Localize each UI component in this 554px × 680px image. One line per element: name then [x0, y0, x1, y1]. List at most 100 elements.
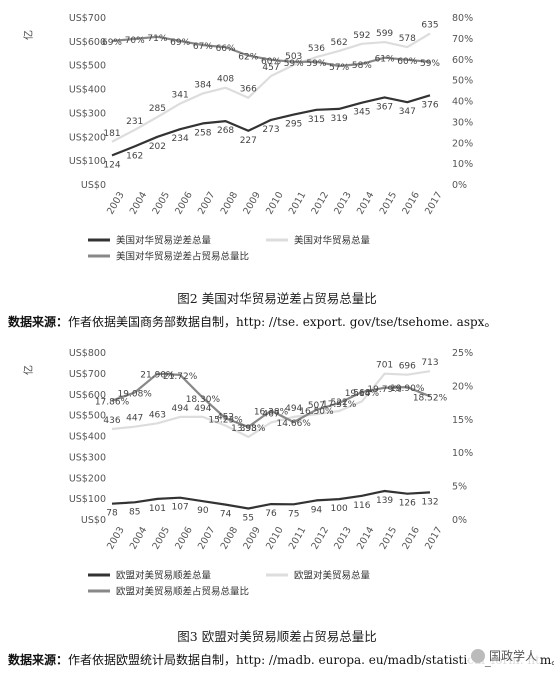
c1-ytick-left: US$400 [69, 85, 106, 96]
c2-ytick-left: US$0 [81, 515, 106, 526]
c2-ytick-left: US$300 [69, 452, 106, 463]
c1-ytick-left: US$200 [69, 132, 106, 143]
c2-data-label: 21.90% [140, 371, 175, 381]
c2-ytick-right: 5% [452, 482, 467, 493]
c1-xtick: 2009 [241, 190, 263, 216]
c2-series-line [111, 489, 431, 510]
c1-data-label: 57% [329, 63, 349, 73]
chart-eu-us: 亿 US$0 US$100 US$200 US$300 US$400 US$500 US$60… [0, 335, 554, 620]
c2-ytick-left: US$700 [69, 369, 106, 380]
c2-data-label: 494 [285, 404, 302, 414]
watermark: 国政学人 [467, 646, 540, 665]
c1-data-label: 592 [353, 31, 370, 41]
figure2-source: 数据来源：作者依据美国商务部数据自制，http: //tse. export. … [8, 313, 496, 330]
c1-ytick-right: 0% [452, 180, 467, 191]
c1-data-label: 59% [420, 59, 440, 69]
wechat-logo-icon [470, 648, 485, 663]
c1-series-line [111, 94, 431, 157]
c2-data-label: 398 [240, 424, 257, 434]
c1-ytick-left: US$0 [81, 180, 106, 191]
c1-xtick: 2014 [355, 190, 377, 216]
c2-xtick: 2017 [423, 525, 445, 551]
figure3-source-text: 作者依据欧盟统计局数据自制，http: //madb. europa. eu/m… [68, 653, 554, 667]
c1-data-label: 536 [308, 44, 325, 54]
c2-data-label: 55 [243, 514, 254, 524]
c1-data-label: 562 [331, 38, 348, 48]
chart-us-china-svg: 亿 US$0 US$100 US$200 US$300 US$400 US$500 US$60… [22, 13, 473, 263]
c1-data-label: 366 [240, 85, 257, 95]
c2-ytick-left: US$600 [69, 390, 106, 401]
c1-data-label: 268 [217, 126, 234, 136]
c2-xtick: 2011 [287, 525, 309, 551]
c1-data-label: 61% [375, 55, 395, 65]
c2-data-label: 447 [126, 414, 143, 424]
c2-xtick: 2015 [378, 525, 400, 551]
c1-data-label: 69% [170, 38, 190, 48]
c2-data-label: 17.51% [322, 400, 357, 410]
c1-xtick: 2013 [332, 190, 354, 216]
c1-data-label: 285 [149, 104, 166, 114]
c2-data-label: 15.23% [208, 415, 243, 425]
c2-xtick: 2007 [196, 525, 218, 551]
c1-data-label: 635 [421, 21, 438, 31]
c2-ytick-right: 10% [452, 448, 473, 459]
figure2-caption: 图2 美国对华贸易逆差占贸易总量比 [177, 291, 377, 306]
c2-data-label: 94 [311, 505, 323, 515]
c2-data-label: 78 [106, 509, 118, 519]
c1-ytick-left: US$600 [69, 37, 106, 48]
c2-ytick-left: US$400 [69, 432, 106, 443]
c2-data-label: 76 [265, 509, 277, 519]
c1-ytick-left: US$300 [69, 108, 106, 119]
c1-data-label: 273 [262, 125, 279, 135]
figure3-source: 数据来源：作者依据欧盟统计局数据自制，http: //madb. europa.… [8, 651, 554, 668]
c1-data-label: 67% [193, 42, 213, 52]
c2-ytick-left: US$200 [69, 473, 106, 484]
c2-data-label: 467 [262, 410, 279, 420]
c1-xtick: 2003 [105, 190, 127, 216]
c2-data-label: 116 [353, 501, 370, 511]
c1-unit-label: 亿 [22, 30, 35, 40]
c1-xtick: 2004 [128, 190, 150, 216]
c2-ytick-right: 25% [452, 348, 473, 359]
c1-data-label: 181 [103, 129, 120, 139]
c2-ytick-left: US$800 [69, 348, 106, 359]
c1-xtick: 2011 [287, 190, 309, 216]
c2-legend-label: 欧盟对美贸易顺差总量 [116, 570, 212, 582]
c1-ytick-right: 10% [452, 159, 473, 170]
c2-data-label: 494 [172, 404, 189, 414]
c2-data-label: 101 [149, 504, 166, 514]
c2-series-line [111, 370, 431, 438]
c1-data-label: 66% [216, 44, 236, 54]
c1-series-line [111, 32, 431, 143]
c2-data-label: 18.52% [413, 393, 448, 403]
c1-ytick-right: 80% [452, 13, 473, 24]
c1-data-label: 408 [217, 75, 234, 85]
c2-data-label: 17.86% [95, 398, 130, 408]
c2-xtick: 2004 [128, 525, 150, 551]
c2-data-label: 16.38% [254, 408, 289, 418]
c2-data-label: 507 [308, 401, 325, 411]
c2-data-label: 85 [129, 507, 140, 517]
c2-data-label: 13.93% [231, 424, 266, 434]
c1-xtick: 2012 [310, 190, 332, 216]
c1-data-label: 59% [306, 59, 326, 69]
c2-xtick: 2009 [241, 525, 263, 551]
c2-data-label: 696 [399, 362, 416, 372]
c2-xtick: 2012 [310, 525, 332, 551]
c1-data-label: 376 [421, 100, 438, 110]
c2-data-label: 494 [194, 404, 211, 414]
c2-ytick-right: 20% [452, 381, 473, 392]
c2-data-label: 19.90% [390, 384, 425, 394]
c1-data-label: 124 [103, 160, 120, 170]
c1-data-label: 599 [376, 29, 393, 39]
c1-data-label: 202 [149, 142, 166, 152]
figure2-source-prefix: 数据来源： [8, 315, 69, 329]
c1-ytick-left: US$500 [69, 61, 106, 72]
c2-data-label: 107 [172, 503, 189, 513]
c2-ytick-right: 15% [452, 415, 473, 426]
c2-data-label: 75 [288, 509, 299, 519]
c2-data-label: 90 [197, 506, 209, 516]
c1-data-label: 58% [352, 61, 372, 71]
c1-data-label: 71% [147, 34, 167, 44]
c1-data-label: 258 [194, 128, 211, 138]
